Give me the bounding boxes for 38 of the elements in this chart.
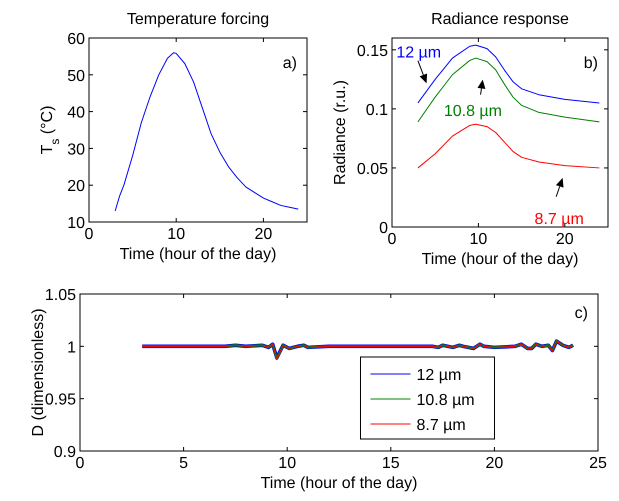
y-tick-label: 1 bbox=[67, 339, 76, 356]
y-tick-label: 0.1 bbox=[366, 102, 388, 119]
x-tick-label: 15 bbox=[382, 455, 400, 472]
y-axis-title: Radiance (r.u.) bbox=[332, 80, 349, 185]
annotation: c) bbox=[574, 305, 588, 322]
y-tick-label: 1.05 bbox=[44, 287, 76, 304]
y-tick-label: 0.15 bbox=[356, 42, 388, 60]
x-tick-label: 20 bbox=[556, 231, 574, 248]
y-tick-label: 30 bbox=[67, 141, 86, 158]
y-tick-label: 60 bbox=[67, 31, 86, 48]
y-tick-label: 0.9 bbox=[54, 444, 76, 461]
y-tick-label: 0.05 bbox=[356, 160, 388, 178]
legend-label: 12 µm bbox=[416, 367, 462, 384]
x-tick-label: 20 bbox=[254, 226, 272, 243]
x-axis-title: Time (hour of the day) bbox=[260, 475, 418, 492]
y-tick-label: 20 bbox=[67, 178, 86, 196]
legend-label: 10.8 µm bbox=[416, 392, 475, 409]
y-tick-label: 40 bbox=[67, 104, 86, 122]
chart-title: Radiance response bbox=[431, 11, 570, 28]
x-tick-label: 10 bbox=[167, 226, 186, 243]
y-tick-label: 0.95 bbox=[44, 392, 76, 409]
y-axis-title: D (dimensionless) bbox=[30, 308, 47, 437]
annotation: b) bbox=[584, 55, 598, 72]
y-tick-label: 50 bbox=[67, 68, 86, 85]
series-label: 12 µm bbox=[396, 44, 442, 62]
x-tick-label: 5 bbox=[179, 455, 188, 472]
y-tick-label: 10 bbox=[67, 215, 86, 232]
annotation: a) bbox=[282, 55, 297, 72]
x-axis-title: Time (hour of the day) bbox=[422, 251, 578, 268]
series-label: 10.8 µm bbox=[444, 103, 502, 120]
text: 8.7 µm bbox=[534, 210, 584, 228]
x-tick-label: 10 bbox=[470, 231, 488, 248]
x-tick-label: 20 bbox=[486, 455, 504, 472]
x-axis-title: Time (hour of the day) bbox=[120, 246, 276, 263]
chart-title: Temperature forcing bbox=[126, 11, 270, 28]
x-tick-label: 25 bbox=[589, 455, 607, 472]
x-tick-label: 10 bbox=[278, 455, 296, 472]
legend-label: 8.7 µm bbox=[416, 417, 466, 434]
